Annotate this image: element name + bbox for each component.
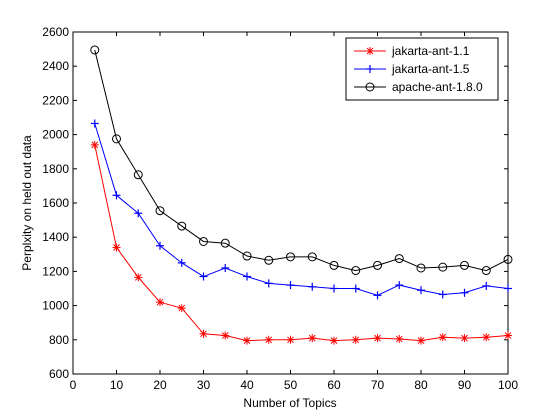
series-1-point [482,281,491,290]
series-1-point [264,279,273,288]
series-0-point [460,334,469,343]
series-0-point [308,334,317,343]
series-0-point [395,334,404,343]
series-2-point [242,251,252,261]
series-0-point [417,336,425,345]
legend-marker-2 [365,82,375,92]
series-2-point [220,238,230,248]
x-tick-label: 30 [197,378,211,392]
series-2-point [481,266,491,276]
series-1-point [243,272,251,281]
series-0-point [221,331,230,340]
series-1-point [417,286,425,295]
series-2-point [112,134,121,144]
series-2-point [416,263,426,273]
x-tick-label: 40 [240,378,254,392]
series-1-point [504,284,512,293]
series-1-point [90,119,99,128]
series-0-point [90,140,99,149]
series-1-point [460,288,469,297]
series-0-point [243,336,251,345]
series-0-point [199,329,208,338]
series-2-point [264,255,274,265]
series-2-point [438,262,448,272]
y-tick-label: 1200 [42,264,69,278]
series-2-point [90,45,100,55]
x-tick-label: 100 [498,378,518,392]
series-0-point [438,333,447,342]
series-1-point [177,258,186,267]
series-2-point [286,252,295,262]
series-1-point [221,263,230,272]
series-0-point [482,333,491,342]
x-axis-label: Number of Topics [243,396,336,410]
series-1-point [373,291,382,300]
y-tick-label: 800 [49,333,69,347]
series-1-point [395,281,404,290]
x-tick-label: 50 [284,378,298,392]
y-axis-label: Perplxity on held out data [20,135,34,271]
series-1-point [438,290,447,299]
series-2-point [133,170,143,180]
series-0-point [504,331,512,340]
axis-ticks: 0 10 20 30 40 50 60 70 80 90 100 600 800 1000 1200 1400… [42,25,518,392]
y-tick-label: 1400 [42,230,69,244]
y-tick-label: 2600 [42,25,69,39]
y-tick-label: 2000 [42,128,69,142]
series-0-point [134,273,143,282]
series-0-point [156,298,164,307]
series-0-point [330,336,338,345]
series-2-point [394,254,404,264]
series-2-point [503,254,513,264]
series-line-1 [94,123,509,296]
x-tick-label: 80 [414,378,428,392]
series-group [90,45,513,345]
series-0-point [373,334,382,343]
series-1-point [199,272,208,281]
series-1-point [112,191,121,200]
series-1-point [134,209,143,218]
series-0-point [286,335,295,344]
series-2-point [199,236,208,246]
series-1-point [351,284,360,293]
series-2-point [329,260,339,270]
y-tick-label: 2400 [42,59,69,73]
legend-label-1: jakarta-ant-1.5 [391,62,470,76]
series-2-point [155,206,165,216]
legend: jakarta-ant-1.1 jakarta-ant-1.5 apache-ant… [345,37,499,101]
legend-label-0: jakarta-ant-1.1 [391,44,470,58]
series-2-point [177,221,187,231]
series-0-point [177,304,186,313]
x-tick-label: 60 [327,378,341,392]
series-0-point [264,335,273,344]
series-1-point [286,281,295,290]
legend-label-2: apache-ant-1.8.0 [392,80,483,94]
series-0-point [112,243,121,252]
y-tick-label: 1600 [42,196,69,210]
y-tick-label: 1800 [42,162,69,176]
series-2-point [373,260,382,270]
series-0-point [351,335,360,344]
series-1-point [308,282,317,291]
series-line-0 [94,144,509,342]
y-tick-label: 2200 [42,93,69,107]
legend-marker-0 [366,47,374,55]
series-1-point [156,241,164,250]
legend-marker-1 [366,65,374,73]
x-tick-label: 20 [153,378,167,392]
y-tick-label: 600 [49,367,69,381]
x-tick-label: 70 [371,378,385,392]
series-1-point [330,284,338,293]
series-2-point [307,252,317,262]
y-tick-label: 1000 [42,299,69,313]
series-2-point [460,260,469,270]
series-2-point [351,266,361,276]
x-tick-label: 90 [458,378,472,392]
x-tick-label: 10 [110,378,124,392]
x-tick-label: 0 [70,378,77,392]
